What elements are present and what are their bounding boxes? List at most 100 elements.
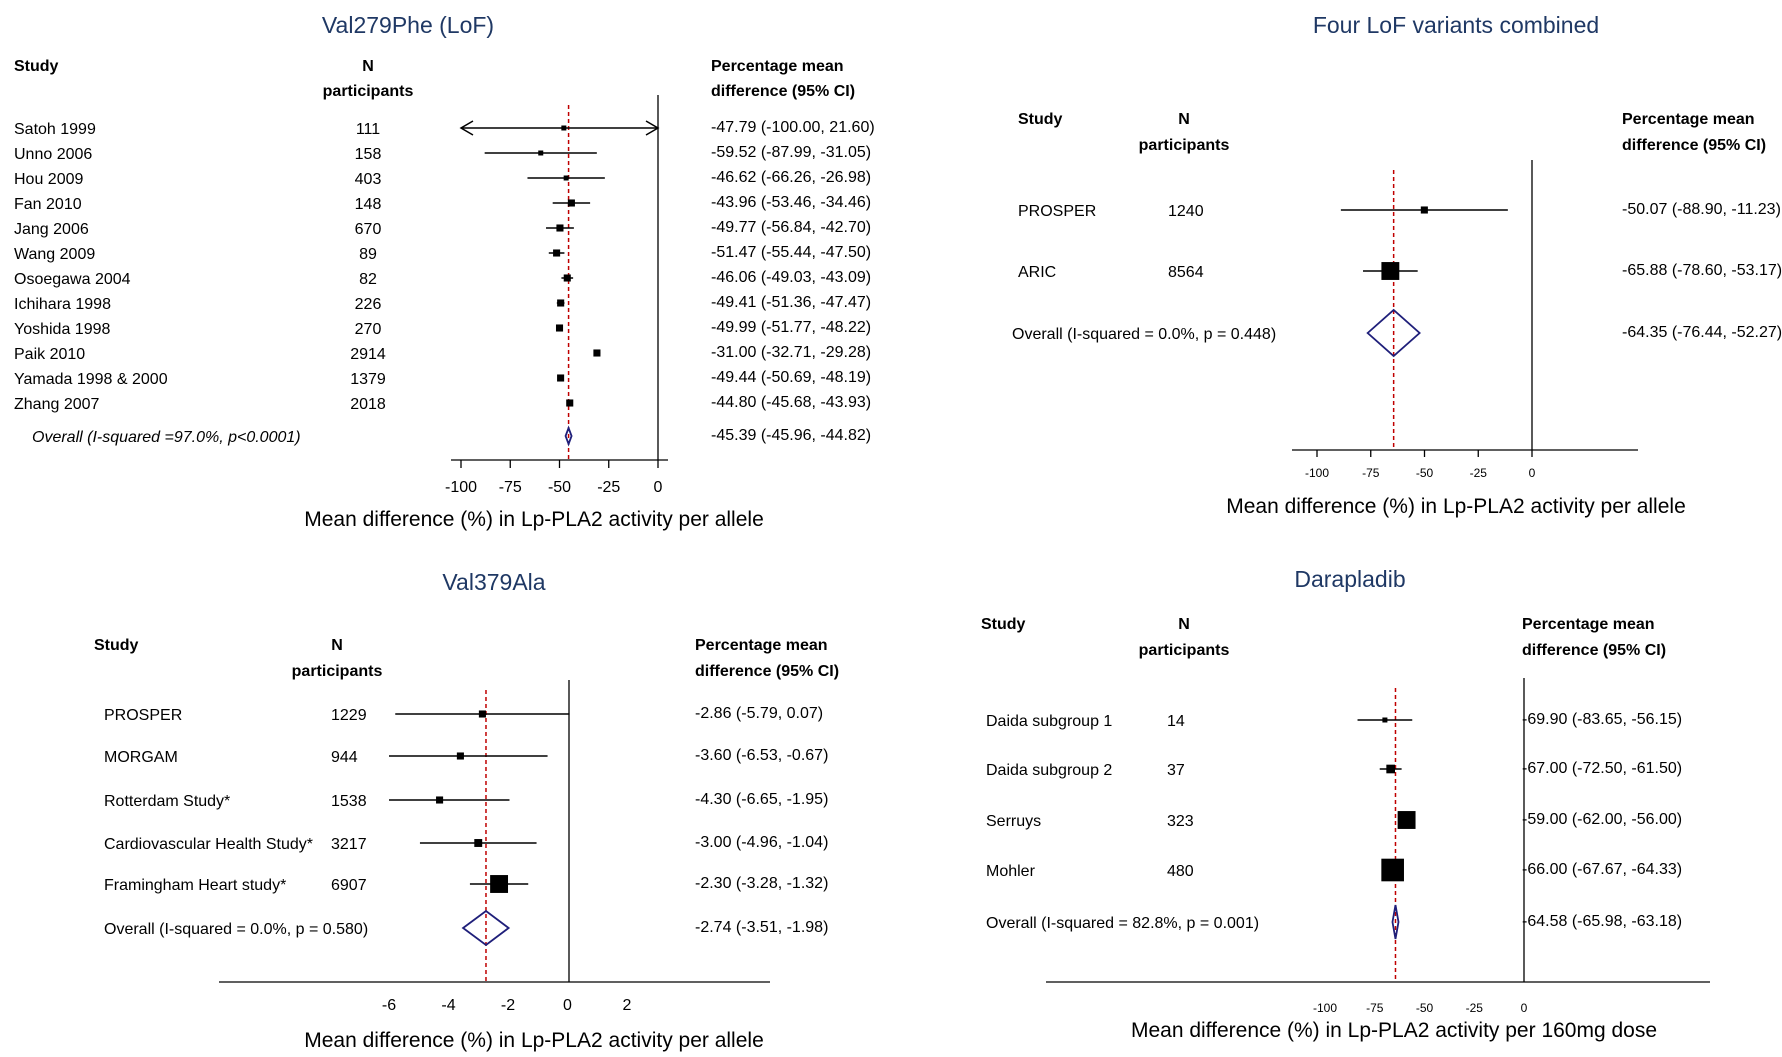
x-tick-label: -75 xyxy=(499,479,522,496)
study-estimate-marker xyxy=(1381,262,1400,280)
panel-title: Val379Ala xyxy=(442,569,545,595)
forest-panel-2: Four LoF variants combined Study Nparticip… xyxy=(1012,12,1782,518)
header-ci: Percentage mean xyxy=(711,58,844,75)
study-ci-text: -66.00 (-67.67, -64.33) xyxy=(1522,861,1682,878)
x-tick-label: 2 xyxy=(623,997,632,1014)
x-tick-label: -50 xyxy=(1416,1001,1434,1015)
x-tick-label: 0 xyxy=(563,997,572,1014)
header-study: Study xyxy=(981,616,1026,633)
overall-label: Overall (I-squared = 0.0%, p = 0.448) xyxy=(1012,326,1276,343)
study-ci-text: -44.80 (-45.68, -43.93) xyxy=(711,394,871,411)
study-name: Mohler xyxy=(986,863,1036,880)
study-name: ARIC xyxy=(1018,264,1056,281)
study-name: Serruys xyxy=(986,813,1041,830)
x-axis-label: Mean difference (%) in Lp-PLA2 activity … xyxy=(1131,1019,1657,1042)
study-n: 323 xyxy=(1167,813,1194,830)
study-ci-text: -43.96 (-53.46, -34.46) xyxy=(711,194,871,211)
study-estimate-marker xyxy=(561,125,567,131)
study-n: 8564 xyxy=(1168,264,1204,281)
panel-title: Val279Phe (LoF) xyxy=(322,12,494,38)
study-n: 480 xyxy=(1167,863,1194,880)
header-n-participants: participants xyxy=(1139,642,1230,659)
study-n: 1229 xyxy=(331,707,367,724)
study-name: Daida subgroup 1 xyxy=(986,713,1112,730)
header-n: N xyxy=(331,637,343,654)
study-name: Yoshida 1998 xyxy=(14,321,110,338)
x-axis-label: Mean difference (%) in Lp-PLA2 activity … xyxy=(1226,495,1686,518)
study-name: Cardiovascular Health Study* xyxy=(104,836,313,853)
study-name: Hou 2009 xyxy=(14,171,83,188)
study-ci-text: -67.00 (-72.50, -61.50) xyxy=(1522,760,1682,777)
study-name: Unno 2006 xyxy=(14,146,92,163)
study-n: 270 xyxy=(355,321,382,338)
overall-ci-text: -64.58 (-65.98, -63.18) xyxy=(1522,913,1682,930)
study-n: 403 xyxy=(355,171,382,188)
study-n: 14 xyxy=(1167,713,1185,730)
study-estimate-marker xyxy=(566,399,574,407)
study-n: 82 xyxy=(359,271,377,288)
study-ci-text: -31.00 (-32.71, -29.28) xyxy=(711,344,871,361)
panel-title: Four LoF variants combined xyxy=(1313,12,1599,38)
study-name: MORGAM xyxy=(104,749,178,766)
study-estimate-marker xyxy=(563,274,571,282)
study-n: 226 xyxy=(355,296,382,313)
study-n: 1379 xyxy=(350,371,386,388)
study-ci-text: -3.60 (-6.53, -0.67) xyxy=(695,747,828,764)
study-estimate-marker xyxy=(456,752,464,760)
x-tick-label: -50 xyxy=(548,479,571,496)
study-name: Satoh 1999 xyxy=(14,121,96,138)
header-n: N xyxy=(362,58,374,75)
study-n: 37 xyxy=(1167,762,1185,779)
study-name: Daida subgroup 2 xyxy=(986,762,1112,779)
study-name: Wang 2009 xyxy=(14,246,95,263)
study-estimate-marker xyxy=(1397,811,1416,829)
study-name: Paik 2010 xyxy=(14,346,85,363)
x-tick-label: 0 xyxy=(1529,466,1536,480)
header-study: Study xyxy=(14,58,59,75)
study-ci-text: -49.44 (-50.69, -48.19) xyxy=(711,369,871,386)
study-estimate-marker xyxy=(474,839,483,847)
study-ci-text: -51.47 (-55.44, -47.50) xyxy=(711,244,871,261)
x-tick-label: -6 xyxy=(382,997,396,1014)
x-tick-label: -4 xyxy=(441,997,455,1014)
study-ci-text: -47.79 (-100.00, 21.60) xyxy=(711,119,875,136)
study-estimate-marker xyxy=(563,175,569,181)
study-n: 2018 xyxy=(350,396,386,413)
study-estimate-marker xyxy=(557,374,565,382)
x-tick-label: -25 xyxy=(597,479,620,496)
x-tick-label: 0 xyxy=(1521,1001,1528,1015)
study-n: 6907 xyxy=(331,877,367,894)
study-n: 1240 xyxy=(1168,203,1204,220)
header-n: N xyxy=(1178,616,1190,633)
x-tick-label: -100 xyxy=(1305,466,1329,480)
x-tick-label: -50 xyxy=(1416,466,1434,480)
overall-diamond xyxy=(564,425,573,447)
study-ci-text: -49.41 (-51.36, -47.47) xyxy=(711,294,871,311)
study-ci-text: -4.30 (-6.65, -1.95) xyxy=(695,791,828,808)
study-ci-text: -2.86 (-5.79, 0.07) xyxy=(695,705,823,722)
x-axis-label: Mean difference (%) in Lp-PLA2 activity … xyxy=(304,1029,764,1052)
study-ci-text: -50.07 (-88.90, -11.23) xyxy=(1622,201,1781,218)
study-estimate-marker xyxy=(1386,764,1396,774)
study-estimate-marker xyxy=(478,710,486,718)
study-estimate-marker xyxy=(1382,717,1388,723)
overall-diamond xyxy=(1366,308,1421,358)
x-tick-label: -100 xyxy=(445,479,477,496)
study-ci-text: -46.62 (-66.26, -26.98) xyxy=(711,169,871,186)
header-ci-line2: difference (95% CI) xyxy=(711,83,855,100)
overall-ci-text: -2.74 (-3.51, -1.98) xyxy=(695,919,828,936)
x-tick-label: -25 xyxy=(1466,1001,1484,1015)
study-estimate-marker xyxy=(553,249,561,257)
overall-ci-text: -45.39 (-45.96, -44.82) xyxy=(711,427,871,444)
header-ci-line2: difference (95% CI) xyxy=(695,663,839,680)
header-ci-line2: difference (95% CI) xyxy=(1522,642,1666,659)
header-ci: Percentage mean xyxy=(1522,616,1655,633)
overall-label: Overall (I-squared = 82.8%, p = 0.001) xyxy=(986,915,1259,932)
overall-diamond xyxy=(1391,904,1400,940)
x-tick-label: -25 xyxy=(1470,466,1488,480)
header-n-participants: participants xyxy=(292,663,383,680)
study-n: 670 xyxy=(355,221,382,238)
